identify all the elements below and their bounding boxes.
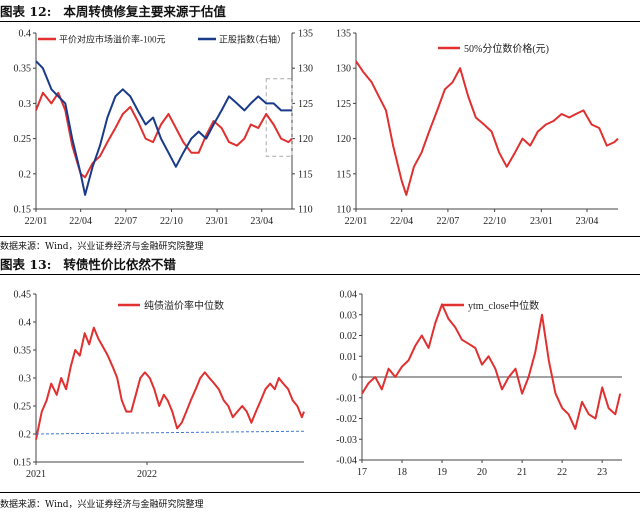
x-tick-label: 2022	[137, 469, 157, 480]
x-tick-label: 17	[357, 467, 367, 478]
series-line-0	[355, 60, 619, 196]
series-line-1	[35, 60, 292, 196]
y-right-tick-label: 130	[298, 64, 313, 75]
y-tick-label: 135	[336, 29, 351, 40]
y-tick-label: 0.3	[19, 99, 32, 110]
y-tick-label: 0.04	[340, 290, 358, 301]
x-tick-label: 22/07	[437, 216, 460, 227]
y-tick-label: 0.03	[340, 310, 358, 321]
figure-13-bottom-rule	[0, 492, 640, 493]
y-tick-label: 0.01	[340, 352, 358, 363]
y-tick-label: -0.01	[336, 393, 357, 404]
x-tick-label: 23	[597, 467, 607, 478]
series-line-0	[361, 303, 622, 430]
x-tick-label: 22/04	[390, 216, 413, 227]
y-tick-label: 120	[336, 134, 351, 145]
figure-12-text: 本周转债修复主要来源于估值	[63, 4, 226, 19]
ytm-median-chart: -0.04 -0.03 -0.02 -0.01 0 0.01 0.02 0.03 0.04 17 1…	[336, 290, 622, 478]
pure-bond-premium-chart: 0.15 0.2 0.25 0.3 0.35 0.4 0.45 2021 2022 纯债溢价率中位…	[14, 290, 305, 480]
x-tick-label: 22/04	[69, 216, 92, 227]
figure-12-title: 图表 12: 本周转债修复主要来源于估值	[0, 1, 226, 20]
x-tick-label: 23/04	[250, 216, 273, 227]
figure-12-source: 数据来源：Wind，兴业证券经济与金融研究院整理	[0, 242, 204, 252]
figure-12-top-rule	[0, 21, 640, 22]
figure-13-label: 图表 13:	[0, 257, 52, 272]
x-tick-label: 22/01	[25, 216, 48, 227]
y-tick-label: -0.03	[336, 435, 357, 446]
y-tick-label: 0	[352, 373, 357, 384]
y-tick-label: 0.3	[19, 374, 32, 385]
x-tick-label: 21	[517, 467, 527, 478]
legend-label: ytm_close中位数	[468, 299, 539, 312]
y-tick-label: 125	[336, 99, 351, 110]
y-tick-label: 0.25	[14, 402, 32, 413]
premium-vs-stock-index-chart: 0.15 0.2 0.25 0.3 0.35 0.4 110 115 120 125 130 135 2…	[14, 29, 314, 228]
figure-13-title: 图表 13: 转债性价比依然不错	[0, 254, 176, 273]
series-line-1	[35, 430, 305, 435]
legend-label: 正股指数	[219, 34, 255, 45]
y-tick-label: 0.35	[14, 64, 32, 75]
legend-label: 50%分位数价格(元)	[464, 42, 549, 55]
x-tick-label: 19	[437, 467, 447, 478]
y-tick-label: -0.04	[336, 456, 357, 467]
series-line-0	[35, 91, 293, 179]
right-axis-label: （右轴）	[250, 34, 286, 45]
y-right-tick-label: 120	[298, 134, 313, 145]
y-tick-label: 0.25	[14, 134, 32, 145]
figure-13-top-rule	[0, 274, 640, 275]
x-tick-label: 22	[557, 467, 567, 478]
legend-label: 平价对应市场溢价率-100元	[59, 34, 166, 45]
y-tick-label: 0.4	[19, 318, 32, 329]
legend-label: 纯债溢价率中位数	[144, 299, 224, 312]
y-tick-label: 110	[336, 205, 351, 216]
median-price-chart: 110 115 120 125 130 135 22/01 22/04 22/07 22/10 23…	[336, 29, 619, 227]
figure-12-label: 图表 12:	[0, 4, 52, 19]
x-tick-label: 22/10	[483, 216, 506, 227]
y-tick-label: 0.02	[340, 331, 358, 342]
figure-13-text: 转债性价比依然不错	[63, 257, 176, 272]
x-tick-label: 18	[397, 467, 407, 478]
y-right-tick-label: 115	[298, 169, 313, 180]
x-tick-label: 23/04	[576, 216, 599, 227]
figure-13-source: 数据来源：Wind，兴业证券经济与金融研究院整理	[0, 500, 204, 510]
y-tick-label: 0.15	[14, 458, 32, 469]
y-right-tick-label: 125	[298, 99, 313, 110]
y-tick-label: 0.4	[19, 29, 32, 40]
series-line-0	[35, 326, 305, 440]
figure-12-bottom-rule	[0, 236, 640, 237]
x-tick-label: 2021	[26, 469, 46, 480]
highlight-box	[265, 78, 293, 157]
y-tick-label: 0.15	[14, 205, 32, 216]
x-tick-label: 22/07	[114, 216, 137, 227]
x-tick-label: 23/01	[530, 216, 553, 227]
y-tick-label: 0.35	[14, 346, 32, 357]
x-tick-label: 20	[477, 467, 487, 478]
y-tick-label: 0.45	[14, 290, 32, 301]
x-tick-label: 22/10	[160, 216, 183, 227]
x-tick-label: 23/01	[206, 216, 229, 227]
y-tick-label: 0.2	[19, 430, 32, 441]
y-right-tick-label: 110	[298, 205, 313, 216]
y-tick-label: 0.2	[19, 169, 32, 180]
y-right-tick-label: 135	[298, 29, 313, 40]
y-tick-label: -0.02	[336, 414, 357, 425]
y-tick-label: 115	[336, 169, 351, 180]
y-tick-label: 130	[336, 64, 351, 75]
x-tick-label: 22/01	[345, 216, 368, 227]
